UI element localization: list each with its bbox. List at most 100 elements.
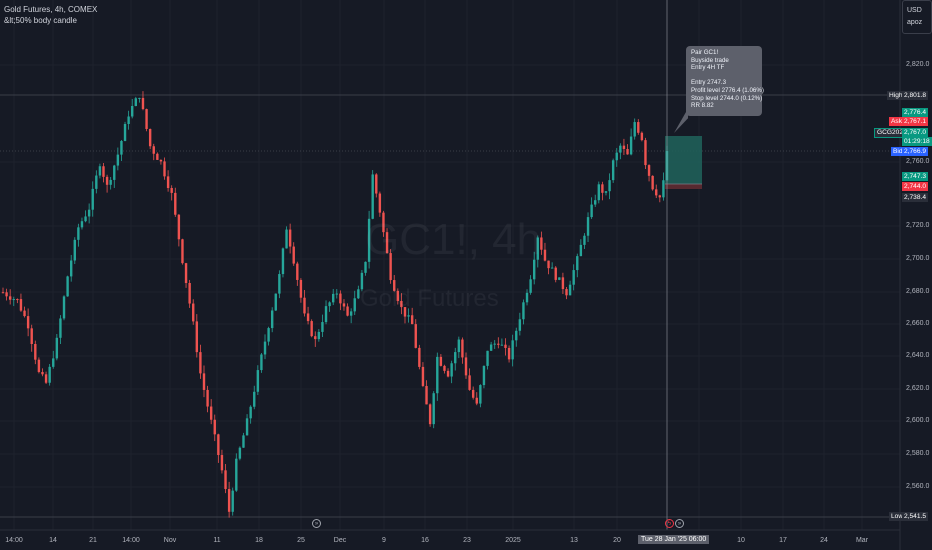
candle-body: [113, 165, 116, 180]
candle-body: [576, 256, 579, 271]
trade-note-callout[interactable]: Pair GC1! Buyside trade Entry 4H TF Entr…: [686, 46, 764, 116]
candle-body: [77, 227, 80, 240]
candle-body: [335, 293, 338, 295]
candle-body: [174, 192, 177, 215]
candle-body: [306, 313, 310, 322]
time-tick: Nov: [163, 537, 177, 544]
candle-body: [120, 140, 123, 155]
candle-body: [518, 319, 522, 331]
high-label: 2,801.8: [902, 91, 928, 100]
symbol-watermark: GC1!, 4h: [365, 215, 542, 264]
candle-body: [619, 145, 622, 153]
time-tick: 17: [779, 537, 787, 544]
candle-body: [525, 292, 529, 303]
candle-body: [432, 393, 435, 425]
candlestick-series: [1, 91, 669, 518]
event-icon[interactable]: »: [675, 519, 684, 528]
candle-body: [493, 343, 496, 345]
candle-body: [497, 343, 500, 345]
candle-body: [87, 209, 91, 217]
candle-body: [310, 321, 313, 337]
candle-body: [583, 235, 586, 245]
time-tick: 16: [421, 537, 429, 544]
note-line: Entry 4H TF: [691, 64, 725, 72]
profit-level-label: 2,776.4: [902, 108, 928, 117]
candle-body: [288, 229, 292, 247]
candle-body: [382, 212, 385, 233]
event-icon[interactable]: ϟ: [665, 519, 674, 528]
time-tick: 23: [463, 537, 471, 544]
candle-body: [339, 293, 342, 304]
candle-body: [285, 229, 288, 249]
candle-body: [400, 300, 403, 308]
candle-body: [507, 347, 511, 360]
candle-body: [547, 260, 550, 269]
price-tick: 2,700.0: [906, 255, 930, 262]
candle-body: [105, 176, 109, 185]
price-tick: 2,640.0: [906, 352, 930, 359]
candle-body: [637, 122, 640, 133]
candle-body: [95, 175, 98, 189]
candle-body: [475, 397, 478, 404]
candle-body: [1, 292, 5, 294]
candle-body: [5, 292, 8, 297]
note-line: Buyside trade: [691, 56, 729, 64]
candle-body: [152, 146, 155, 154]
note-line: Entry 2747.3: [691, 79, 727, 87]
candle-body: [371, 174, 374, 219]
indicator-label[interactable]: &lt;50% body candle: [4, 16, 77, 25]
time-tick: 25: [297, 537, 305, 544]
currency-selector[interactable]: USD apoz: [902, 0, 932, 34]
candle-body: [192, 303, 195, 322]
candle-body: [52, 358, 55, 367]
candle-body: [615, 152, 618, 161]
time-tick: 14: [49, 537, 57, 544]
candle-body: [141, 97, 145, 110]
time-tick: 11: [213, 537, 221, 544]
candle-body: [572, 270, 575, 285]
candle-body: [418, 347, 421, 367]
time-tick: 9: [382, 537, 386, 544]
candle-body: [590, 204, 593, 218]
candle-body: [296, 263, 299, 280]
candle-body: [461, 339, 464, 358]
candle-body: [425, 385, 428, 405]
candle-body: [166, 176, 170, 189]
candle-body: [163, 161, 166, 177]
currency-label: USD: [907, 7, 922, 14]
low-label: 2,541.5: [902, 512, 928, 521]
candle-body: [407, 315, 410, 317]
candle-body: [489, 344, 493, 351]
stop-level-label: 2,744.0: [902, 182, 928, 191]
candle-body: [98, 166, 102, 176]
candle-body: [235, 458, 238, 491]
candle-body: [23, 310, 26, 317]
candle-body: [511, 340, 514, 360]
candle-body: [84, 216, 87, 222]
event-icon[interactable]: »: [312, 519, 321, 528]
candle-body: [414, 324, 417, 348]
candle-body: [59, 318, 62, 338]
candle-body: [389, 253, 392, 281]
candle-body: [156, 153, 159, 160]
candle-body: [357, 289, 360, 299]
price-tick: 2,820.0: [906, 61, 930, 68]
candle-body: [640, 132, 644, 141]
candle-body: [274, 293, 277, 311]
chart-title[interactable]: Gold Futures, 4h, COMEX: [4, 5, 98, 14]
candle-body: [565, 289, 568, 296]
candle-body: [436, 356, 439, 394]
time-tick: 20: [613, 537, 621, 544]
time-tick: 13: [570, 537, 578, 544]
candle-body: [364, 261, 367, 273]
candle-body: [206, 389, 209, 407]
ask-label: 2,767.1: [902, 117, 928, 126]
candle-body: [644, 140, 647, 166]
time-tick: 21: [89, 537, 97, 544]
candle-body: [292, 246, 295, 264]
candle-body: [37, 359, 41, 372]
last-price-label: 2,767.0: [902, 128, 928, 137]
candle-body: [263, 341, 267, 355]
candle-body: [611, 160, 615, 181]
